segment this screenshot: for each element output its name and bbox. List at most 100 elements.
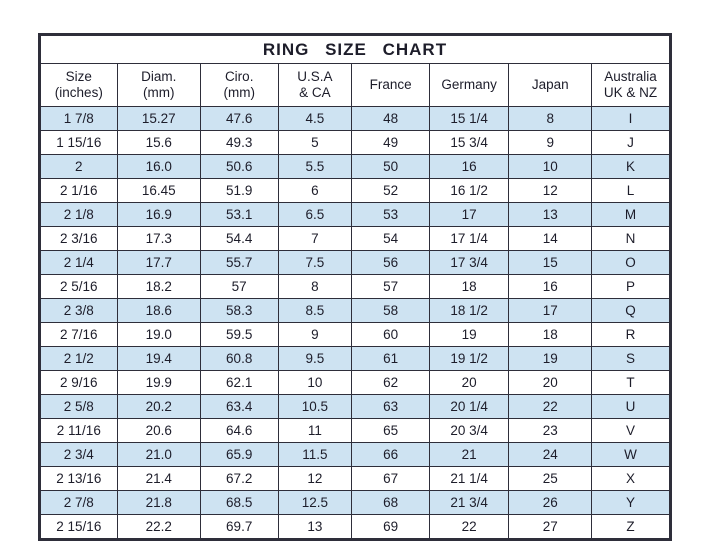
table-cell: 9 — [508, 130, 593, 155]
table-cell: 68.5 — [199, 490, 279, 515]
table-cell: 65.9 — [199, 442, 279, 467]
table-cell: W — [591, 442, 671, 467]
table-row: 2 16.0 50.6 5.5 50 16 10 K — [39, 154, 671, 179]
table-cell: 6.5 — [277, 202, 353, 227]
table-row: 2 7/8 21.8 68.5 12.5 68 21 3/4 26 Y — [39, 490, 671, 515]
table-cell: 18 — [428, 274, 510, 299]
table-cell: 61 — [351, 346, 430, 371]
table-cell: 2 1/4 — [39, 250, 118, 275]
table-cell: 11.5 — [277, 442, 353, 467]
table-cell: 17.3 — [116, 226, 201, 251]
table-cell: 12.5 — [277, 490, 353, 515]
table-cell: 19 1/2 — [428, 346, 510, 371]
table-cell: 66 — [351, 442, 430, 467]
table-cell: 20 3/4 — [428, 418, 510, 443]
table-cell: 2 1/8 — [39, 202, 118, 227]
table-cell: P — [591, 274, 671, 299]
column-header-france: France — [351, 63, 430, 107]
table-cell: 22.2 — [116, 514, 201, 540]
table-row: 2 11/16 20.6 64.6 11 65 20 3/4 23 V — [39, 418, 671, 443]
table-cell: 5 — [277, 130, 353, 155]
table-cell: 2 11/16 — [39, 418, 118, 443]
table-cell: 50.6 — [199, 154, 279, 179]
table-cell: 21.8 — [116, 490, 201, 515]
table-cell: 27 — [508, 514, 593, 540]
table-cell: 55.7 — [199, 250, 279, 275]
table-cell: 9.5 — [277, 346, 353, 371]
table-cell: 2 7/16 — [39, 322, 118, 347]
table-cell: 17 3/4 — [428, 250, 510, 275]
title-row: RING SIZE CHART — [39, 34, 671, 64]
table-cell: 51.9 — [199, 178, 279, 203]
column-header-label: Size — [65, 69, 92, 85]
table-cell: Y — [591, 490, 671, 515]
table-cell: 2 5/16 — [39, 274, 118, 299]
table-cell: 2 9/16 — [39, 370, 118, 395]
table-cell: 68 — [351, 490, 430, 515]
column-header-sublabel: (inches) — [54, 85, 103, 100]
table-cell: 20 — [508, 370, 593, 395]
table-cell: 2 1/16 — [39, 178, 118, 203]
table-cell: 63.4 — [199, 394, 279, 419]
table-cell: 15 3/4 — [428, 130, 510, 155]
column-header-label: Ciro. — [224, 69, 254, 85]
table-cell: 5.5 — [277, 154, 353, 179]
table-cell: X — [591, 466, 671, 491]
table-cell: 15 1/4 — [428, 106, 510, 131]
table-cell: O — [591, 250, 671, 275]
table-cell: 67.2 — [199, 466, 279, 491]
table-cell: 7.5 — [277, 250, 353, 275]
table-cell: 58 — [351, 298, 430, 323]
table-cell: J — [591, 130, 671, 155]
table-cell: 62 — [351, 370, 430, 395]
table-cell: 47.6 — [199, 106, 279, 131]
table-cell: 4.5 — [277, 106, 353, 131]
table-cell: 8 — [277, 274, 353, 299]
column-header-sublabel: (mm) — [223, 85, 255, 100]
table-cell: 2 1/2 — [39, 346, 118, 371]
column-header-label: Australia — [604, 69, 657, 85]
table-cell: 20 1/4 — [428, 394, 510, 419]
table-cell: 48 — [351, 106, 430, 131]
table-cell: 11 — [277, 418, 353, 443]
table-cell: 12 — [508, 178, 593, 203]
table-cell: R — [591, 322, 671, 347]
table-cell: 23 — [508, 418, 593, 443]
table-cell: 69 — [351, 514, 430, 540]
table-cell: 13 — [508, 202, 593, 227]
table-row: 2 5/8 20.2 63.4 10.5 63 20 1/4 22 U — [39, 394, 671, 419]
table-cell: 57 — [351, 274, 430, 299]
table-cell: 18 — [508, 322, 593, 347]
table-cell: 26 — [508, 490, 593, 515]
table-cell: 17 — [428, 202, 510, 227]
table-cell: 8 — [508, 106, 593, 131]
table-row: 1 7/8 15.27 47.6 4.5 48 15 1/4 8 I — [39, 106, 671, 131]
table-cell: 7 — [277, 226, 353, 251]
table-cell: 17.7 — [116, 250, 201, 275]
table-cell: 21 — [428, 442, 510, 467]
table-cell: 54 — [351, 226, 430, 251]
table-cell: 16.0 — [116, 154, 201, 179]
header-row: Size (inches) Diam. (mm) Ciro. (mm) U.S.… — [39, 63, 671, 107]
table-cell: 18.6 — [116, 298, 201, 323]
column-header-size-inches: Size (inches) — [39, 63, 118, 107]
table-cell: 19 — [508, 346, 593, 371]
table-row: 1 15/16 15.6 49.3 5 49 15 3/4 9 J — [39, 130, 671, 155]
table-cell: 6 — [277, 178, 353, 203]
column-header-sublabel: UK & NZ — [603, 85, 658, 100]
table-cell: 60 — [351, 322, 430, 347]
column-header-label: France — [369, 77, 412, 93]
column-header-australia-uk-nz: Australia UK & NZ — [591, 63, 671, 107]
table-cell: 10 — [508, 154, 593, 179]
table-cell: 22 — [508, 394, 593, 419]
table-row: 2 3/8 18.6 58.3 8.5 58 18 1/2 17 Q — [39, 298, 671, 323]
table-cell: 2 — [39, 154, 118, 179]
table-cell: 1 7/8 — [39, 106, 118, 131]
table-cell: 65 — [351, 418, 430, 443]
table-cell: 2 13/16 — [39, 466, 118, 491]
table-body: 1 7/8 15.27 47.6 4.5 48 15 1/4 8 I 1 15/16 15.6 49… — [39, 106, 671, 540]
table-cell: 15.27 — [116, 106, 201, 131]
table-cell: 2 3/4 — [39, 442, 118, 467]
table-cell: Q — [591, 298, 671, 323]
table-cell: 2 7/8 — [39, 490, 118, 515]
